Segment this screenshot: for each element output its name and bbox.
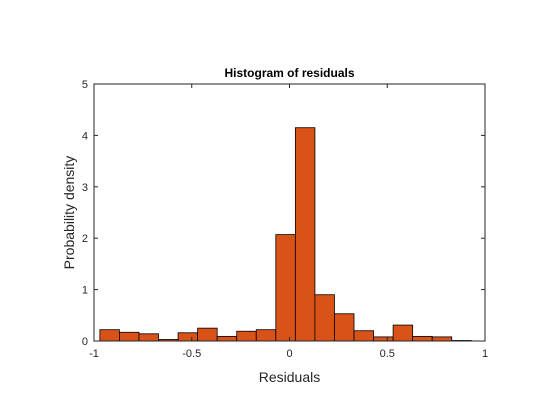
bars-group [99,127,472,342]
y-tick-label: 3 [82,182,88,194]
histogram-bar [392,324,414,342]
histogram-bar [431,336,453,342]
y-tick-label: 0 [82,336,88,348]
x-tick-label: 0 [286,348,292,360]
histogram-bar [373,336,394,342]
chart-title: Histogram of residuals [224,66,354,80]
x-axis-label: Residuals [259,369,320,385]
y-tick-label: 5 [82,79,88,91]
histogram-bar [412,335,433,342]
ticks-group: -1 -0.5 0 0.5 1 0 1 2 3 4 5 [82,79,488,360]
histogram-bar [334,313,355,342]
histogram-bar [216,335,238,342]
x-tick-label: 0.5 [380,348,395,360]
histogram-bar [197,327,218,342]
histogram-bar [353,330,374,342]
histogram-bar [138,333,159,342]
histogram-bar [255,329,277,342]
x-tick-label: 1 [482,348,488,360]
y-tick-label: 2 [82,233,88,245]
histogram-bar [177,332,199,342]
y-axis-label: Probability density [61,156,77,270]
histogram-bar [314,294,335,342]
histogram-bar [236,330,257,342]
x-tick-label: -1 [89,348,99,360]
y-tick-label: 1 [82,285,88,297]
histogram-bar [119,331,140,342]
y-tick-label: 4 [82,130,88,142]
histogram-bar [275,234,296,342]
histogram-bar [294,127,316,342]
x-tick-label: -0.5 [182,348,201,360]
histogram-bar [99,329,120,342]
